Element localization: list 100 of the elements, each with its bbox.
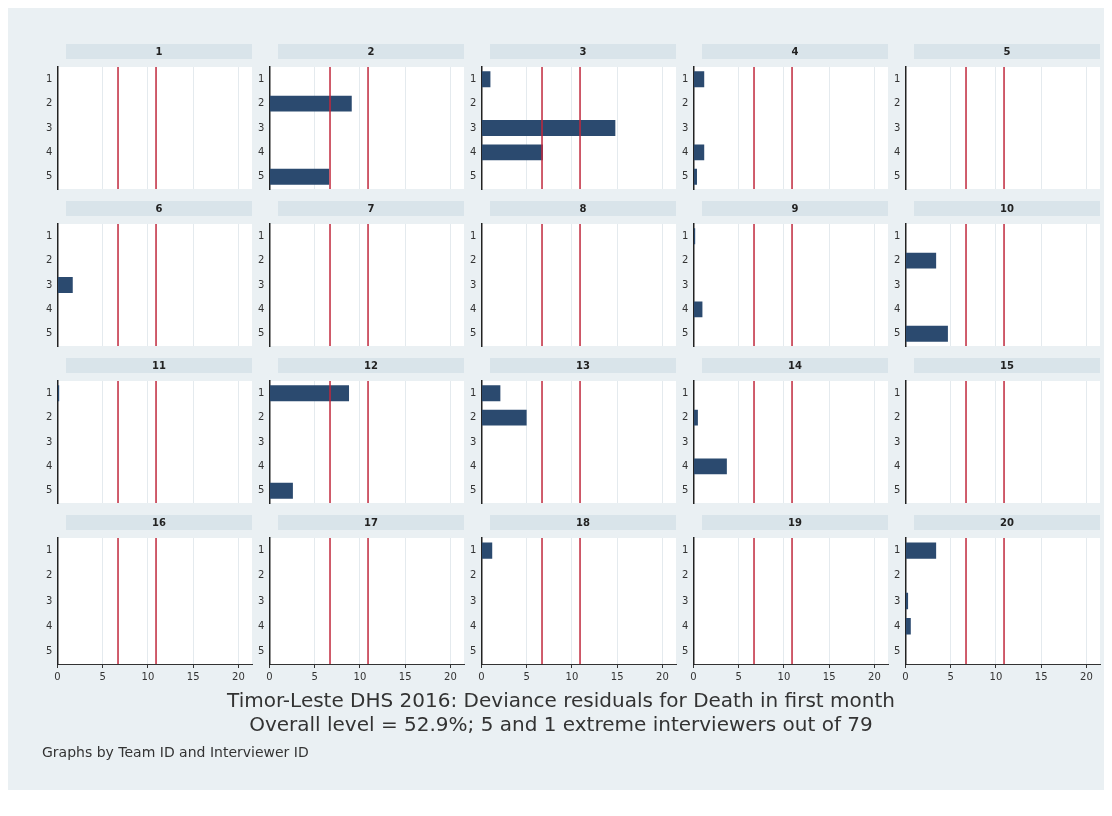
x-tick-label: 20: [868, 670, 881, 682]
y-tick-label: 5: [681, 170, 689, 182]
y-tick-label: 3: [257, 435, 265, 447]
y-tick-label: 4: [893, 459, 901, 471]
y-tick-label: 2: [257, 411, 265, 423]
y-tick-label: 3: [893, 121, 901, 133]
y-tick-label: 2: [469, 254, 477, 266]
y-tick-label: 5: [257, 644, 265, 656]
y-tick-label: 4: [45, 459, 53, 471]
y-tick-label: 3: [681, 435, 689, 447]
y-tick-label: 2: [45, 411, 53, 423]
chart-title: 8: [490, 201, 676, 216]
y-tick-label: 1: [893, 72, 901, 84]
y-tick-label: 4: [257, 145, 265, 157]
x-tick-label: 0: [902, 670, 909, 682]
y-tick-label: 4: [257, 459, 265, 471]
y-tick-label: 4: [469, 459, 477, 471]
y-tick-label: 2: [893, 254, 901, 266]
y-tick-label: 1: [45, 72, 53, 84]
x-tick-label: 15: [1034, 670, 1048, 682]
y-tick-label: 3: [469, 435, 477, 447]
y-tick-label: 5: [681, 644, 689, 656]
chart-title: 5: [914, 44, 1100, 59]
x-tick-label: 5: [735, 670, 742, 682]
y-tick-label: 3: [257, 278, 265, 290]
x-tick-label: 15: [610, 670, 624, 682]
y-tick-label: 3: [469, 594, 477, 606]
y-tick-label: 5: [469, 327, 477, 339]
x-tick-label: 10: [353, 670, 367, 682]
x-tick-label: 0: [478, 670, 485, 682]
y-tick-label: 2: [681, 254, 689, 266]
y-tick-label: 3: [45, 278, 53, 290]
x-tick-label: 10: [141, 670, 155, 682]
y-tick-label: 3: [893, 278, 901, 290]
y-tick-label: 5: [469, 484, 477, 496]
y-tick-label: 2: [893, 411, 901, 423]
y-tick-label: 5: [257, 484, 265, 496]
y-tick-label: 1: [469, 544, 477, 556]
y-tick-label: 2: [257, 97, 265, 109]
text: Overall level = 52.9%; 5 and 1 extreme interviewers out of 79: [248, 712, 874, 736]
y-tick-label: 4: [681, 145, 689, 157]
chart-title: 16: [66, 515, 252, 530]
y-tick-label: 5: [257, 170, 265, 182]
x-tick-label: 20: [1080, 670, 1093, 682]
y-tick-label: 1: [893, 386, 901, 398]
y-tick-label: 4: [681, 459, 689, 471]
y-tick-label: 3: [681, 594, 689, 606]
y-tick-label: 2: [469, 97, 477, 109]
y-tick-label: 4: [893, 619, 901, 631]
y-tick-label: 4: [469, 302, 477, 314]
x-tick-label: 15: [186, 670, 200, 682]
y-tick-label: 2: [469, 569, 477, 581]
y-tick-label: 5: [45, 644, 53, 656]
x-tick-label: 20: [444, 670, 457, 682]
y-tick-label: 4: [257, 619, 265, 631]
y-tick-label: 4: [45, 302, 53, 314]
y-tick-label: 4: [257, 302, 265, 314]
chart-title: 15: [914, 358, 1100, 373]
y-tick-label: 3: [681, 121, 689, 133]
y-tick-label: 5: [893, 327, 901, 339]
y-tick-label: 4: [45, 145, 53, 157]
y-tick-label: 5: [681, 484, 689, 496]
y-tick-label: 5: [893, 170, 901, 182]
x-tick-label: 20: [656, 670, 669, 682]
y-tick-label: 3: [45, 594, 53, 606]
y-tick-label: 3: [469, 278, 477, 290]
y-tick-label: 5: [45, 484, 53, 496]
x-tick-label: 15: [398, 670, 412, 682]
y-tick-label: 1: [681, 544, 689, 556]
y-tick-label: 2: [681, 97, 689, 109]
y-tick-label: 4: [45, 619, 53, 631]
chart-title: 12: [278, 358, 464, 373]
y-tick-label: 3: [45, 121, 53, 133]
y-tick-label: 5: [469, 170, 477, 182]
x-tick-label: 5: [99, 670, 106, 682]
chart-title: 1: [66, 44, 252, 59]
chart-title: 7: [278, 201, 464, 216]
chart-title: 11: [66, 358, 252, 373]
y-tick-label: 1: [257, 229, 265, 241]
x-tick-label: 0: [54, 670, 61, 682]
chart-title: 6: [66, 201, 252, 216]
text: Timor-Leste DHS 2016: Deviance residuals for Death in first month: [226, 688, 896, 712]
y-tick-label: 2: [681, 569, 689, 581]
y-tick-label: 3: [893, 594, 901, 606]
y-tick-label: 5: [893, 644, 901, 656]
y-tick-label: 5: [893, 484, 901, 496]
chart-title: 10: [914, 201, 1100, 216]
y-tick-label: 3: [257, 121, 265, 133]
x-tick-label: 15: [822, 670, 836, 682]
y-tick-label: 3: [45, 435, 53, 447]
text: Graphs by Team ID and Interviewer ID: [42, 744, 310, 760]
chart-title: 17: [278, 515, 464, 530]
y-tick-label: 3: [469, 121, 477, 133]
y-tick-label: 2: [257, 254, 265, 266]
chart-title: 19: [702, 515, 888, 530]
chart-title: 9: [702, 201, 888, 216]
chart-title: 14: [702, 358, 888, 373]
x-tick-label: 0: [266, 670, 273, 682]
y-tick-label: 3: [681, 278, 689, 290]
y-tick-label: 2: [257, 569, 265, 581]
